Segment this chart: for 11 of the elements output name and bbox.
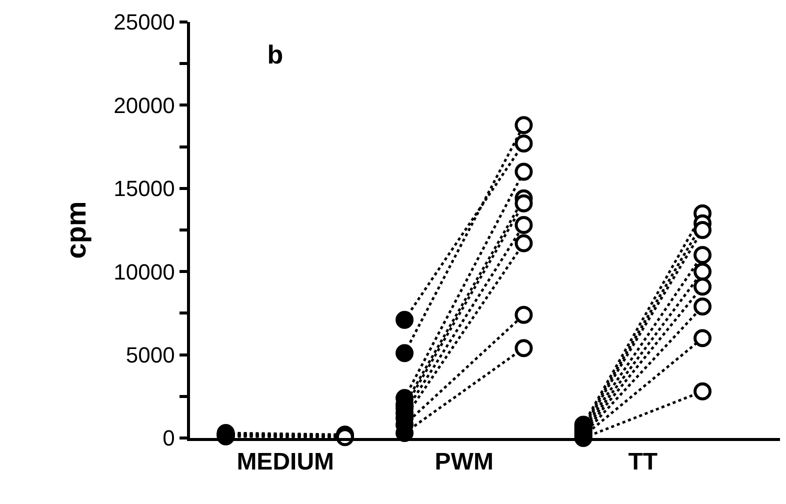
x-tick-label: PWM bbox=[434, 448, 494, 476]
text: b bbox=[267, 40, 284, 70]
y-tick-label: 20000 bbox=[114, 92, 175, 118]
y-tick-label: 10000 bbox=[114, 259, 175, 284]
y-axis-title: cpm bbox=[60, 201, 92, 259]
x-tick-label: TT bbox=[628, 448, 658, 476]
x-tick-label: MEDIUM bbox=[236, 448, 334, 476]
y-tick-label: 25000 bbox=[114, 10, 175, 35]
y-tick-label: 15000 bbox=[114, 176, 175, 202]
y-tick-label: 5000 bbox=[126, 342, 175, 368]
y-tick-label: 0 bbox=[162, 426, 175, 451]
